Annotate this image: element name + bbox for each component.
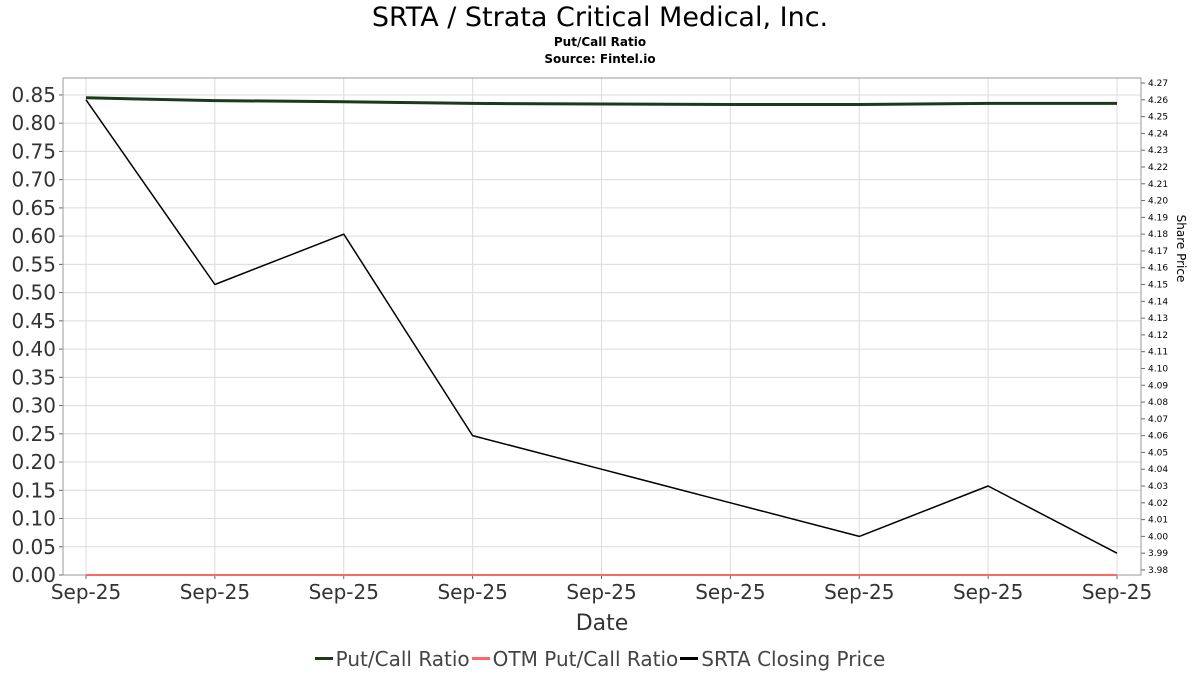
- y-tick-label: 0.25: [11, 422, 56, 446]
- legend-item: OTM Put/Call Ratio: [471, 645, 679, 673]
- x-tick-label: Sep-25: [51, 580, 121, 604]
- y2-tick-label: 4.20: [1148, 197, 1168, 207]
- y2-tick-label: 4.27: [1148, 79, 1168, 89]
- y-tick-label: 0.70: [11, 168, 56, 192]
- y-tick-label: 0.55: [11, 252, 56, 276]
- y2-tick-label: 4.09: [1148, 381, 1168, 391]
- y-tick-label: 0.30: [11, 394, 56, 418]
- legend-item: SRTA Closing Price: [680, 645, 885, 673]
- y-tick-label: 0.15: [11, 478, 56, 502]
- chart-title: SRTA / Strata Critical Medical, Inc.: [371, 2, 829, 33]
- y2-tick-label: 4.23: [1148, 146, 1168, 156]
- y2-tick-label: 4.21: [1148, 180, 1168, 190]
- y2-tick-label: 4.07: [1148, 415, 1168, 425]
- y-tick-label: 0.65: [11, 196, 56, 220]
- x-tick-label: Sep-25: [180, 580, 250, 604]
- y-tick-label: 0.05: [11, 535, 56, 559]
- y2-tick-label: 4.03: [1148, 482, 1168, 492]
- y2-tick-label: 4.01: [1148, 516, 1168, 526]
- legend-swatch: [471, 657, 490, 660]
- y2-tick-label: 4.11: [1148, 348, 1168, 358]
- y2-tick-label: 4.05: [1148, 448, 1168, 458]
- chart-source: Source: Fintel.io: [544, 52, 656, 66]
- y2-tick-label: 4.19: [1148, 213, 1168, 223]
- y2-tick-label: 4.17: [1148, 247, 1168, 257]
- y2-tick-label: 4.26: [1148, 96, 1168, 106]
- y-tick-label: 0.60: [11, 224, 56, 248]
- y2-tick-label: 4.00: [1148, 532, 1168, 542]
- x-tick-label: Sep-25: [953, 580, 1023, 604]
- y-tick-label: 0.20: [11, 450, 56, 474]
- chart-subtitle: Put/Call Ratio: [553, 35, 647, 49]
- y-tick-label: 0.85: [11, 83, 56, 107]
- y2-tick-label: 3.98: [1148, 566, 1168, 576]
- y2-axis-label: Share Price: [1174, 215, 1188, 283]
- y2-tick-label: 4.22: [1148, 163, 1168, 173]
- y2-tick-label: 4.13: [1148, 314, 1168, 324]
- x-tick-label: Sep-25: [309, 580, 379, 604]
- y2-tick-label: 4.10: [1148, 364, 1168, 374]
- x-tick-label: Sep-25: [824, 580, 894, 604]
- y-tick-label: 0.45: [11, 309, 56, 333]
- y-tick-label: 0.00: [11, 563, 56, 587]
- x-tick-label: Sep-25: [695, 580, 765, 604]
- y-tick-label: 0.75: [11, 139, 56, 163]
- y2-tick-label: 4.16: [1148, 264, 1168, 274]
- legend-label: OTM Put/Call Ratio: [492, 647, 679, 671]
- y2-tick-label: 4.12: [1148, 331, 1168, 341]
- series-line-srta-closing-price: [85, 99, 1118, 554]
- y-tick-label: 0.35: [11, 365, 56, 389]
- y2-tick-label: 3.99: [1148, 549, 1168, 559]
- x-tick-label: Sep-25: [1082, 580, 1152, 604]
- legend: Put/Call Ratio OTM Put/Call Ratio SRTA Clo…: [0, 645, 1200, 673]
- legend-swatch: [314, 657, 333, 660]
- x-tick-label: Sep-25: [566, 580, 636, 604]
- y2-tick-label: 4.02: [1148, 499, 1168, 509]
- y2-tick-label: 4.18: [1148, 230, 1168, 240]
- legend-label: Put/Call Ratio: [335, 647, 470, 671]
- legend-label: SRTA Closing Price: [701, 647, 886, 671]
- y2-tick-label: 4.08: [1148, 398, 1168, 408]
- y-tick-label: 0.40: [11, 337, 56, 361]
- y-tick-label: 0.50: [11, 281, 56, 305]
- y2-tick-label: 4.04: [1148, 465, 1168, 475]
- x-axis-label: Date: [576, 611, 629, 636]
- legend-swatch: [680, 657, 699, 660]
- y2-tick-label: 4.15: [1148, 281, 1168, 291]
- y2-tick-label: 4.14: [1148, 297, 1168, 307]
- y-tick-label: 0.80: [11, 111, 56, 135]
- y2-tick-label: 4.06: [1148, 432, 1168, 442]
- y2-tick-label: 4.25: [1148, 113, 1168, 123]
- y-tick-label: 0.10: [11, 507, 56, 531]
- legend-item: Put/Call Ratio: [314, 645, 470, 673]
- x-tick-label: Sep-25: [437, 580, 507, 604]
- series-line-put-call-ratio: [85, 96, 1117, 106]
- y2-tick-label: 4.24: [1148, 129, 1168, 139]
